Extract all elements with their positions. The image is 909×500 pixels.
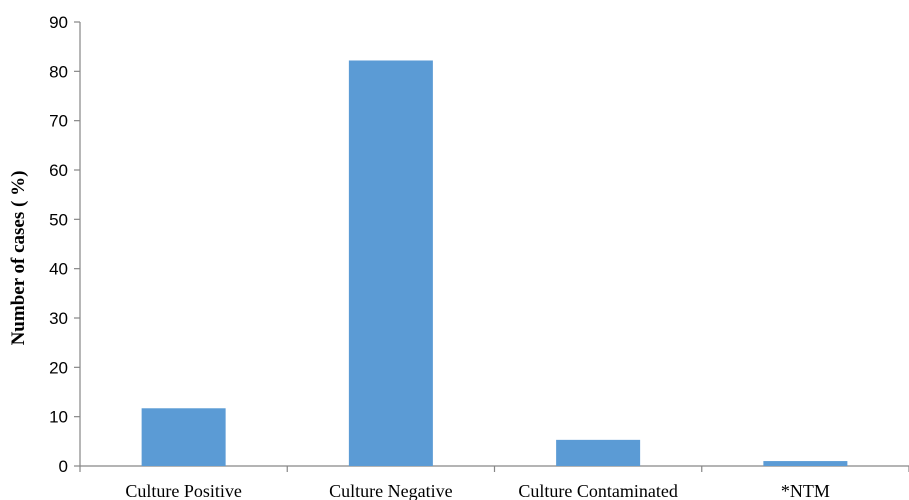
y-tick-label: 20 bbox=[49, 358, 68, 377]
y-tick-label: 0 bbox=[59, 457, 68, 476]
x-category-label: Culture Positive bbox=[125, 481, 242, 500]
y-tick-label: 60 bbox=[49, 161, 68, 180]
y-tick-label: 80 bbox=[49, 62, 68, 81]
x-category-label: Culture Negative bbox=[329, 481, 452, 500]
y-axis-title: Number of cases ( %) bbox=[8, 171, 29, 346]
bar bbox=[141, 408, 226, 466]
bars bbox=[141, 60, 848, 466]
y-tick-label: 30 bbox=[49, 309, 68, 328]
x-category-labels: Culture Positive Culture Negative Culture … bbox=[125, 481, 830, 500]
x-category-label: Culture Contaminated bbox=[518, 481, 677, 500]
axes bbox=[74, 21, 909, 472]
bar bbox=[348, 60, 433, 466]
y-tick-labels: 0 10 20 30 40 50 60 70 80 90 bbox=[49, 13, 68, 476]
y-tick-label: 10 bbox=[49, 408, 68, 427]
y-tick-label: 90 bbox=[49, 13, 68, 32]
y-tick-label: 40 bbox=[49, 260, 68, 279]
x-category-label: *NTM bbox=[781, 481, 830, 500]
bar bbox=[556, 439, 641, 466]
bar bbox=[763, 461, 848, 466]
y-tick-label: 70 bbox=[49, 112, 68, 131]
y-tick-label: 50 bbox=[49, 210, 68, 229]
